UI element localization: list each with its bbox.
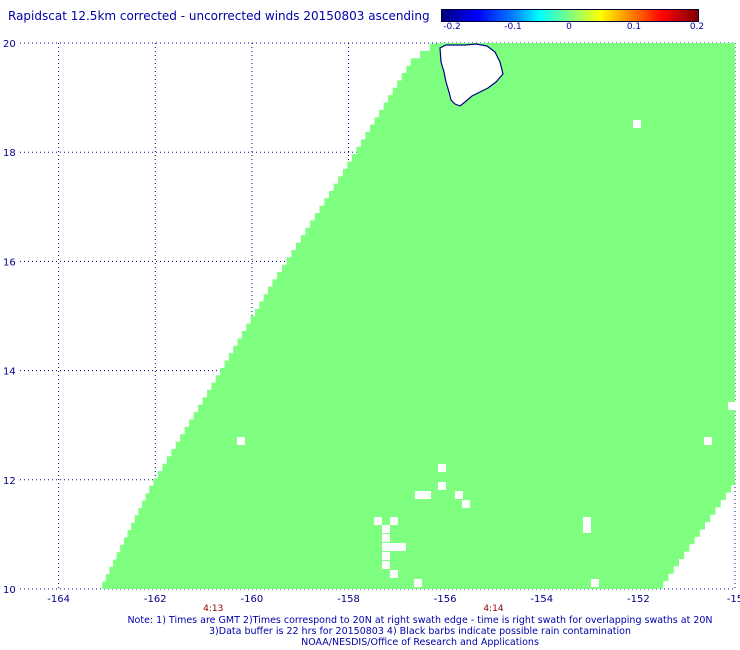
latitude-label: 16 [3, 257, 16, 268]
time-labels: 4:13 4:14 [203, 604, 504, 614]
colorbar [441, 9, 699, 22]
missing-cell [382, 543, 406, 551]
missing-cell [237, 437, 245, 445]
missing-cell [382, 552, 390, 560]
missing-cell [414, 579, 422, 587]
missing-cell [382, 561, 390, 569]
footnote-line: Note: 1) Times are GMT 2)Times correspon… [127, 615, 713, 626]
latitude-label: 10 [3, 585, 16, 596]
latitude-label: 14 [3, 367, 16, 378]
latitude-label: 18 [3, 148, 16, 159]
hawaii-coastline [439, 43, 504, 107]
missing-cell [415, 491, 431, 499]
colorbar-tick: 0.2 [689, 22, 705, 32]
missing-cell [633, 120, 641, 128]
latitude-label: 20 [3, 39, 16, 50]
missing-cell [374, 517, 382, 525]
swath-layer [102, 43, 736, 589]
longitude-label: -152 [627, 594, 650, 605]
missing-cell [438, 482, 446, 490]
colorbar-tick: -0.1 [504, 22, 522, 32]
longitude-label: -15 [727, 594, 740, 605]
y-axis-labels: 20 18 16 14 12 10 [3, 39, 16, 596]
longitude-label: -158 [337, 594, 360, 605]
missing-cell [390, 570, 398, 578]
missing-cell [382, 534, 390, 542]
swath-cells [102, 43, 736, 589]
gaps-layer [237, 120, 736, 587]
colorbar-tick: 0 [566, 22, 572, 32]
swath-time-label: 4:13 [203, 604, 223, 614]
swath-time-label: 4:14 [483, 604, 503, 614]
missing-cell [390, 517, 398, 525]
footnotes: Note: 1) Times are GMT 2)Times correspon… [0, 615, 740, 648]
missing-cell [455, 491, 463, 499]
map-title: Rapidscat 12.5km corrected - uncorrected… [8, 9, 430, 23]
colorbar-tick: 0.1 [626, 22, 642, 32]
missing-cell [462, 500, 470, 508]
missing-cell [438, 464, 446, 472]
missing-cell [704, 437, 712, 445]
longitude-label: -154 [530, 594, 553, 605]
missing-cell [583, 517, 591, 533]
colorbar-tick: -0.2 [443, 22, 461, 32]
missing-cell [382, 525, 390, 533]
longitude-label: -156 [434, 594, 457, 605]
footnote-line: 3)Data buffer is 22 hrs for 20150803 4) … [209, 626, 631, 637]
latitude-label: 12 [3, 476, 16, 487]
x-axis-labels: -164 -162 -160 -158 -156 -154 -152 -15 [47, 594, 740, 605]
longitude-label: -164 [47, 594, 70, 605]
missing-cell [591, 579, 599, 587]
longitude-label: -160 [241, 594, 264, 605]
footnote-line: NOAA/NESDIS/Office of Research and Appli… [301, 637, 539, 648]
missing-cell [728, 402, 736, 410]
longitude-label: -162 [144, 594, 167, 605]
